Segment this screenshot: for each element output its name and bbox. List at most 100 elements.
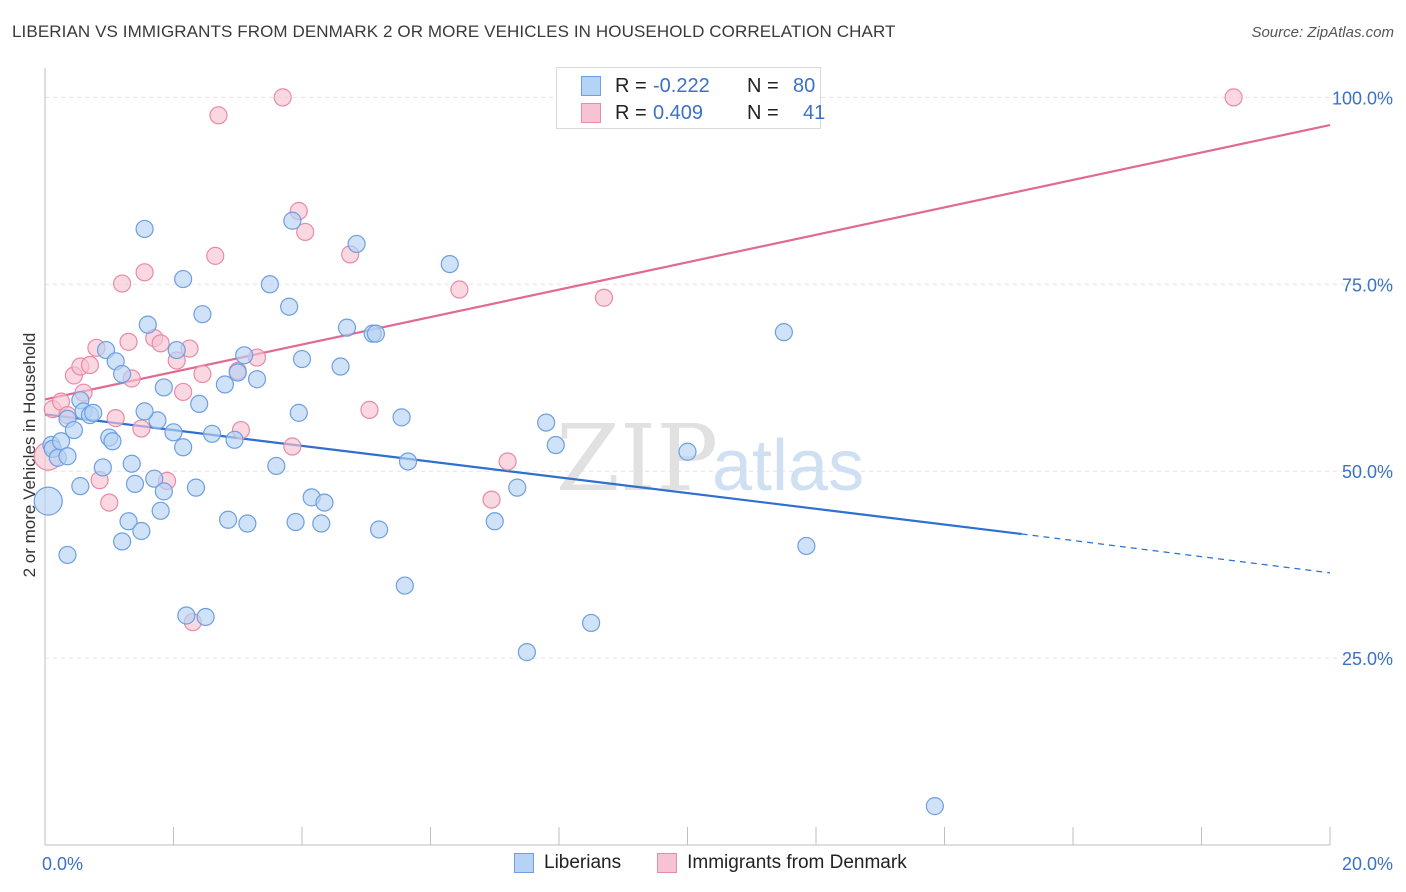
point-liberians: [164, 423, 183, 442]
point-liberians: [347, 234, 366, 254]
point-liberians: [537, 413, 556, 432]
point-liberians: [119, 512, 138, 531]
legend-n-value: 80: [793, 74, 816, 97]
point-liberians: [132, 521, 151, 541]
point-liberians: [228, 363, 247, 382]
legend-label-liberians: Liberians: [544, 852, 622, 873]
point-liberians: [315, 493, 334, 512]
point-denmark: [80, 355, 100, 375]
point-liberians: [292, 349, 312, 369]
point-liberians: [145, 469, 164, 488]
source-attribution: Source: ZipAtlas.com: [1251, 24, 1394, 41]
x-tick-label: 0.0%: [42, 854, 83, 874]
point-denmark: [151, 334, 170, 353]
point-denmark: [106, 409, 125, 428]
point-liberians: [135, 219, 154, 239]
legend-item-denmark: Immigrants from Denmark: [657, 852, 907, 874]
point-liberians: [774, 323, 793, 342]
legend-swatch-liberians: [514, 853, 534, 873]
point-liberians: [177, 606, 196, 625]
point-liberians: [112, 532, 132, 551]
point-liberians: [925, 797, 944, 816]
tick-labels: 25.0% 50.0% 75.0% 100.0% 0.0% 20.0%: [42, 88, 1393, 874]
point-liberians: [286, 512, 305, 532]
point-liberians: [440, 255, 459, 274]
y-tick-label: 25.0%: [1342, 649, 1393, 669]
point-liberians: [122, 454, 141, 473]
point-liberians: [517, 643, 536, 662]
point-liberians: [337, 318, 357, 337]
grid-lines: [45, 96, 1393, 659]
point-denmark: [174, 382, 193, 402]
point-liberians: [331, 357, 350, 376]
point-liberians: [84, 403, 103, 422]
point-liberians: [51, 432, 71, 451]
watermark-atlas: atlas: [712, 426, 864, 506]
legend-r-label: R =: [615, 74, 647, 97]
point-liberians: [546, 435, 565, 455]
y-tick-label: 100.0%: [1332, 88, 1393, 108]
point-denmark: [206, 246, 225, 265]
data-points: [33, 88, 1243, 816]
point-liberians: [312, 514, 331, 533]
legend-r-label: R =: [615, 101, 647, 124]
point-liberians: [508, 478, 527, 497]
legend-n-label: N =: [747, 74, 779, 97]
legend-row-denmark: R = 0.409 N = 41: [581, 100, 825, 126]
legend-swatch-liberians: [581, 76, 601, 96]
point-liberians: [154, 378, 173, 397]
trend-line-liberians: [44, 413, 1022, 536]
point-denmark: [132, 419, 151, 438]
point-liberians: [289, 403, 308, 422]
point-liberians: [167, 340, 186, 360]
point-liberians: [64, 420, 84, 440]
legend-n-label: N =: [747, 101, 779, 124]
chart-title: LIBERIAN VS IMMIGRANTS FROM DENMARK 2 OR…: [12, 22, 896, 41]
point-liberians: [392, 408, 411, 427]
point-denmark: [119, 332, 138, 351]
y-tick-label: 75.0%: [1342, 275, 1393, 295]
point-liberians: [33, 486, 63, 516]
legend-label-denmark: Immigrants from Denmark: [687, 852, 907, 873]
series-legend: Liberians Immigrants from Denmark: [514, 852, 943, 874]
point-denmark: [193, 364, 212, 384]
point-liberians: [174, 269, 193, 289]
point-liberians: [395, 576, 414, 595]
point-liberians: [582, 613, 601, 633]
point-liberians: [370, 520, 389, 539]
point-liberians: [797, 536, 816, 556]
x-tick-label: 20.0%: [1342, 854, 1393, 874]
point-denmark: [450, 280, 469, 299]
point-liberians: [366, 324, 385, 343]
point-liberians: [93, 458, 112, 477]
point-liberians: [151, 501, 170, 520]
point-liberians: [202, 424, 222, 443]
legend-item-liberians: Liberians: [514, 852, 621, 874]
point-liberians: [280, 297, 299, 316]
point-liberians: [678, 442, 697, 461]
watermark-zip: ZIP: [556, 405, 718, 512]
point-liberians: [283, 211, 302, 230]
point-denmark: [273, 88, 292, 107]
point-denmark: [1224, 88, 1243, 107]
point-liberians: [485, 512, 504, 531]
legend-swatch-denmark: [581, 103, 601, 123]
point-liberians: [398, 452, 418, 471]
point-liberians: [71, 477, 90, 496]
point-denmark: [482, 490, 501, 509]
point-denmark: [498, 452, 517, 471]
point-liberians: [148, 411, 167, 430]
point-liberians: [103, 432, 122, 451]
point-liberians: [215, 375, 234, 394]
point-denmark: [209, 106, 228, 125]
point-liberians: [58, 545, 77, 565]
point-denmark: [296, 222, 315, 242]
y-axis-label: 2 or more Vehicles in Household: [20, 333, 39, 578]
point-liberians: [193, 305, 212, 324]
point-liberians: [125, 474, 145, 493]
point-denmark: [283, 437, 302, 456]
point-liberians: [138, 315, 157, 334]
y-tick-label: 50.0%: [1342, 462, 1393, 482]
legend-r-value: -0.222: [653, 74, 710, 97]
legend-n-value: 41: [803, 101, 826, 124]
